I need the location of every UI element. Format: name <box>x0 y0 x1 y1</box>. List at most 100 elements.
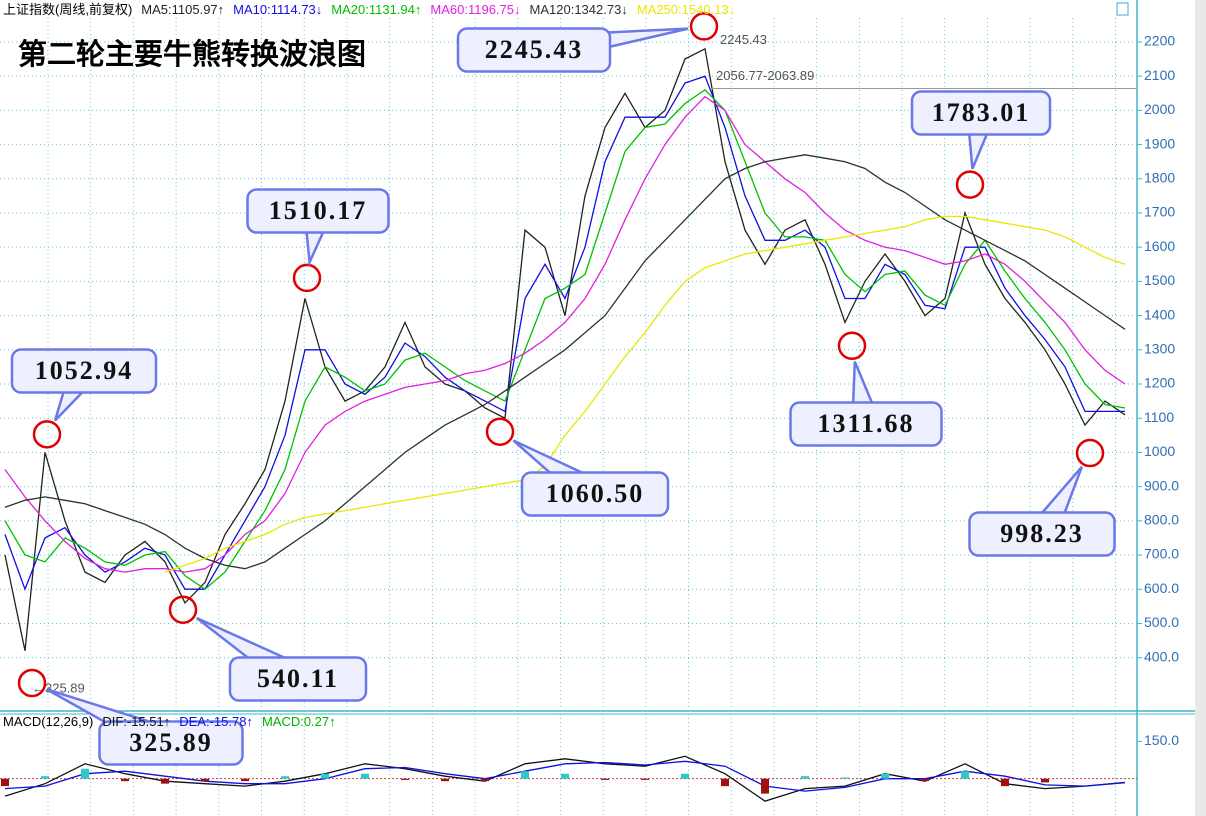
macd-bar <box>441 778 449 782</box>
macd-bar <box>1 778 9 787</box>
macd-bar <box>721 778 729 787</box>
y-tick-label: 150.0 <box>1144 732 1179 748</box>
macd-bar <box>521 771 529 779</box>
series-line <box>4 75 1125 592</box>
macd-bar <box>81 768 89 779</box>
macd-bar <box>641 778 649 780</box>
callout-label: 325.89 <box>129 728 213 757</box>
marker-circle <box>32 420 62 449</box>
y-tick-label: 1500 <box>1144 272 1175 288</box>
macd-bar <box>161 778 169 784</box>
macd-bar <box>881 773 889 779</box>
y-tick-label: 2000 <box>1144 101 1175 117</box>
y-tick-label: 700.0 <box>1144 546 1179 562</box>
y-tick-label: 1100 <box>1144 409 1174 425</box>
y-tick-label: 1200 <box>1144 375 1175 391</box>
macd-bar <box>201 778 209 782</box>
y-tick-label: 900.0 <box>1144 477 1179 493</box>
marker-circle <box>689 12 719 41</box>
macd-bar <box>361 773 369 779</box>
y-tick-label: 1400 <box>1144 306 1175 322</box>
callout-box <box>246 188 390 234</box>
macd-bar <box>1001 778 1009 787</box>
callout-box <box>789 401 943 447</box>
annotations: 2056.77-2063.892245.43←325.892245.431510… <box>10 12 1137 766</box>
callout-label: 2245.43 <box>485 35 584 64</box>
peak-label: 2245.43 <box>720 32 767 47</box>
macd-bar <box>241 778 249 782</box>
macd-bar <box>841 777 849 779</box>
y-tick-label: 400.0 <box>1144 648 1179 664</box>
marker-circle <box>955 170 985 199</box>
series-line <box>4 95 1126 573</box>
instrument: 上证指数(周线,前复权) <box>3 2 133 17</box>
callout-label: 1510.17 <box>269 196 368 225</box>
y-tick-label: 1000 <box>1144 443 1175 459</box>
macd-bar <box>281 776 289 779</box>
legend-entry: DEA:-15.78↑ <box>179 714 253 729</box>
macd-bar <box>921 778 929 782</box>
macd-bar <box>121 778 129 782</box>
macd-bar <box>1041 778 1049 783</box>
callout-label: 1052.94 <box>35 356 134 385</box>
macd-bar <box>481 778 489 782</box>
y-tick-label: 1800 <box>1144 169 1175 185</box>
marker-circle <box>485 417 515 446</box>
series-line <box>4 47 1126 651</box>
legend-entry: DIF:-15.51↑ <box>102 714 171 729</box>
callout-label: 540.11 <box>257 664 339 693</box>
macd-bar <box>321 773 329 779</box>
y-tick-label: 2200 <box>1144 33 1175 49</box>
chart-title: 第二轮主要牛熊转换波浪图 <box>18 37 366 71</box>
window-icon <box>1116 2 1129 16</box>
macd-title: MACD(12,26,9) <box>3 714 94 729</box>
callout-box <box>520 471 670 517</box>
callout-label: 1060.50 <box>546 479 645 508</box>
callout-box <box>910 90 1052 136</box>
series-line <box>4 154 1126 570</box>
marker-circle <box>837 331 867 361</box>
macd-bar <box>561 773 569 779</box>
y-tick-label: 1600 <box>1144 238 1175 254</box>
y-tick-label: 2100 <box>1144 67 1175 83</box>
y-tick-label: 1300 <box>1144 341 1175 357</box>
y-tick-label: 600.0 <box>1144 580 1179 596</box>
macd-bar <box>41 776 49 779</box>
series-line <box>4 88 1126 591</box>
macd-legend: MACD(12,26,9) DIF:-15.51↑ DEA:-15.78↑ MACD… <box>3 712 336 732</box>
macd-bar <box>401 778 409 780</box>
legend-entry: MA20:1131.94↑ <box>331 2 422 17</box>
macd-bar <box>961 771 969 779</box>
macd-bar <box>761 778 769 794</box>
plot <box>0 47 1137 802</box>
callout-box <box>456 27 612 73</box>
callout-box <box>98 720 244 766</box>
legend-entry: MACD:0.27↑ <box>261 714 336 729</box>
range-label: 2056.77-2063.89 <box>716 68 814 83</box>
callout-box <box>968 511 1116 557</box>
marker-circle <box>292 263 322 293</box>
series-line <box>4 755 1126 802</box>
right-strip <box>1195 0 1206 816</box>
callout-box <box>228 656 368 702</box>
legend-entry: MA120:1342.73↓ <box>529 2 628 17</box>
callout-box <box>10 348 158 394</box>
legend: 上证指数(周线,前复权) MA5:1105.97↑ MA10:1114.73↓ MA… <box>3 0 735 20</box>
macd-bar <box>801 776 809 779</box>
macd-bar <box>681 773 689 779</box>
marker-circle <box>1075 438 1105 468</box>
legend-entry: MA250:1540.13↓ <box>636 2 736 17</box>
y-tick-label: 1900 <box>1144 135 1175 151</box>
series-line <box>4 760 1126 792</box>
y-tick-label: 800.0 <box>1144 512 1179 528</box>
y-tick-label: 500.0 <box>1144 614 1179 630</box>
callout-label: 1311.68 <box>817 409 914 438</box>
legend-entry: MA5:1105.97↑ <box>141 2 225 17</box>
grid: 400.0 500.0 600.0 700.0 800.0 900.0 1000 1100 12… <box>0 18 1179 816</box>
macd-bar <box>601 778 609 780</box>
callout-label: 998.23 <box>1000 519 1084 548</box>
series-line <box>164 215 1126 573</box>
legend-entry: MA60:1196.75↓ <box>430 2 521 17</box>
